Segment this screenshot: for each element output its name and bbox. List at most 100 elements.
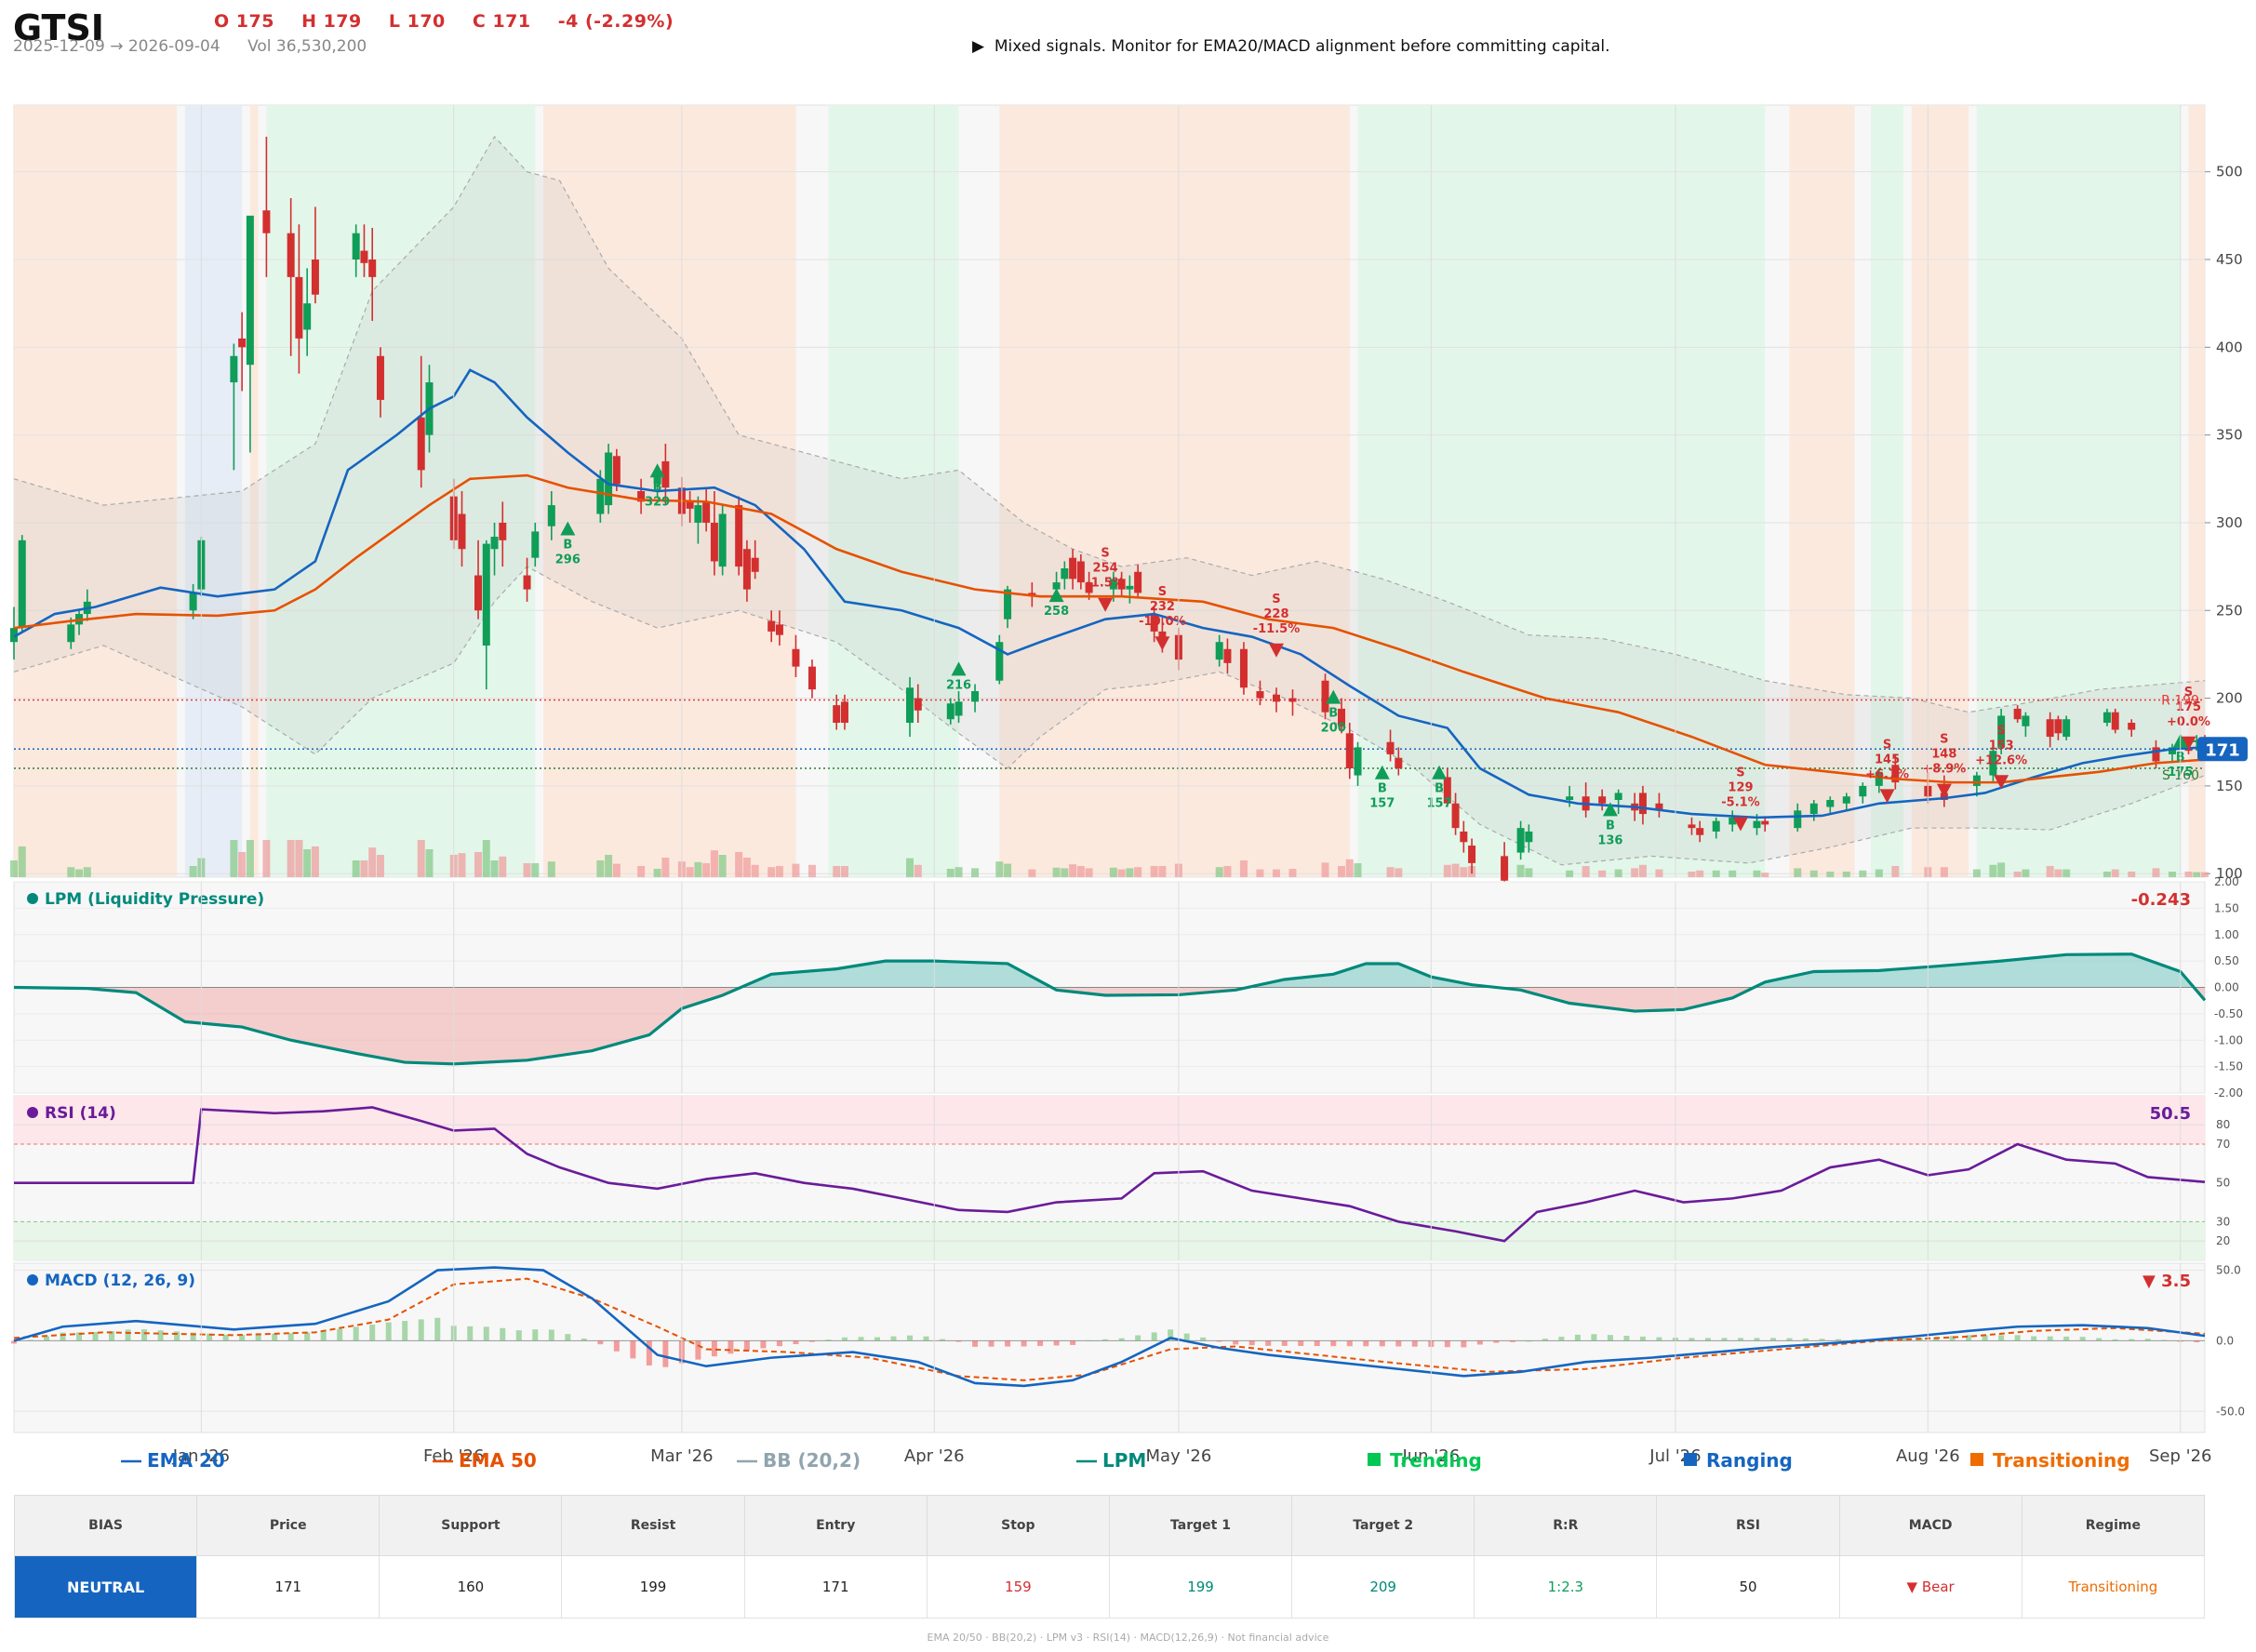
candle-body[interactable] (230, 355, 238, 383)
candle-body[interactable] (531, 531, 540, 558)
candle-body[interactable] (751, 557, 759, 572)
candle-body[interactable] (718, 513, 727, 567)
candle-body[interactable] (995, 642, 1004, 681)
candle-body[interactable] (474, 575, 483, 611)
candle-body[interactable] (1256, 691, 1264, 699)
candle-body[interactable] (262, 210, 271, 233)
macd-panel[interactable]: 50.0 0.0 -50.0 MACD (12, 26, 9) ▼ 3.5 (11, 1262, 2245, 1433)
candle-body[interactable] (295, 276, 303, 339)
candle-body[interactable] (1451, 803, 1460, 829)
candle-body[interactable] (1288, 698, 1297, 702)
candle-body[interactable] (1525, 831, 1533, 843)
candle-body[interactable] (311, 260, 319, 295)
candle-body[interactable] (1117, 579, 1126, 590)
candle-body[interactable] (735, 505, 743, 567)
candle-body[interactable] (287, 233, 295, 277)
candle-body[interactable] (1076, 561, 1085, 583)
candle-body[interactable] (1997, 715, 2006, 748)
candle-body[interactable] (686, 501, 694, 509)
candle-body[interactable] (1516, 828, 1525, 853)
candle-body[interactable] (482, 543, 490, 646)
candle-body[interactable] (637, 491, 646, 502)
candle-body[interactable] (303, 303, 312, 330)
candle-body[interactable] (1061, 568, 1069, 580)
candle-body[interactable] (10, 628, 18, 643)
candle-body[interactable] (1826, 800, 1835, 807)
candle-body[interactable] (1085, 582, 1093, 593)
candle-body[interactable] (523, 575, 531, 590)
candle-body[interactable] (1761, 820, 1769, 825)
candle-body[interactable] (2168, 747, 2176, 754)
candle-body[interactable] (1875, 771, 1883, 786)
candle-body[interactable] (2013, 708, 2022, 720)
candle-body[interactable] (1468, 846, 1476, 863)
candle-body[interactable] (2046, 719, 2054, 738)
candle-body[interactable] (1688, 824, 1696, 829)
candle-body[interactable] (1126, 585, 1134, 590)
candle-body[interactable] (1972, 775, 1981, 786)
candle-body[interactable] (1794, 810, 1802, 829)
candle-body[interactable] (1239, 648, 1248, 688)
candle-body[interactable] (1859, 785, 1867, 797)
candle-body[interactable] (1345, 733, 1354, 769)
candle-body[interactable] (906, 687, 914, 723)
candle-body[interactable] (417, 417, 425, 471)
candle-body[interactable] (368, 260, 377, 277)
candle-body[interactable] (360, 250, 368, 263)
candle-body[interactable] (1989, 751, 1997, 776)
candle-body[interactable] (1215, 642, 1223, 660)
candle-body[interactable] (1566, 796, 1574, 800)
candle-body[interactable] (1753, 820, 1761, 829)
candle-body[interactable] (775, 624, 783, 635)
candle-body[interactable] (1842, 796, 1850, 804)
candle-body[interactable] (246, 215, 254, 366)
candle-body[interactable] (2102, 712, 2111, 723)
candle-body[interactable] (547, 505, 555, 526)
candle-body[interactable] (1223, 648, 1232, 663)
candle-body[interactable] (1443, 777, 1451, 804)
candle-body[interactable] (914, 698, 922, 711)
candle-body[interactable] (2128, 723, 2136, 730)
candle-body[interactable] (792, 648, 800, 667)
candle-body[interactable] (661, 460, 670, 488)
candle-body[interactable] (840, 701, 848, 723)
candle-body[interactable] (1004, 589, 1012, 620)
candle-body[interactable] (954, 701, 963, 716)
candle-body[interactable] (1598, 796, 1607, 804)
candle-body[interactable] (1272, 694, 1280, 702)
candle-body[interactable] (1638, 793, 1647, 815)
candle-body[interactable] (653, 473, 661, 485)
candle-body[interactable] (1386, 741, 1395, 754)
candle-body[interactable] (189, 593, 197, 611)
candle-body[interactable] (1696, 828, 1704, 835)
lpm-panel[interactable]: 2.00 1.50 1.00 0.50 0.00 -0.50 -1.00 -1.50 -2.00… (13, 875, 2243, 1099)
candle-body[interactable] (2054, 719, 2062, 734)
candle-body[interactable] (1150, 614, 1158, 632)
candle-body[interactable] (376, 355, 384, 400)
candle-body[interactable] (1354, 747, 1362, 776)
candle-body[interactable] (1109, 579, 1117, 590)
candle-body[interactable] (946, 703, 954, 720)
candle-body[interactable] (2152, 747, 2160, 762)
candle-body[interactable] (596, 478, 605, 514)
candle-body[interactable] (458, 513, 466, 550)
candle-body[interactable] (238, 338, 247, 348)
candle-body[interactable] (1729, 817, 1737, 825)
candle-body[interactable] (1891, 765, 1900, 783)
candle-body[interactable] (833, 705, 841, 723)
candle-body[interactable] (2022, 715, 2030, 726)
candle-body[interactable] (2062, 719, 2071, 738)
candle-body[interactable] (1614, 793, 1622, 800)
candle-body[interactable] (694, 505, 702, 523)
candle-body[interactable] (1321, 680, 1329, 713)
candle-body[interactable] (710, 522, 718, 562)
candle-body[interactable] (18, 540, 26, 629)
candle-body[interactable] (1069, 557, 1077, 580)
candle-body[interactable] (1712, 820, 1720, 832)
candle-body[interactable] (742, 549, 751, 590)
candle-body[interactable] (1809, 803, 1818, 815)
candle-body[interactable] (768, 620, 776, 632)
candle-body[interactable] (2193, 739, 2201, 742)
